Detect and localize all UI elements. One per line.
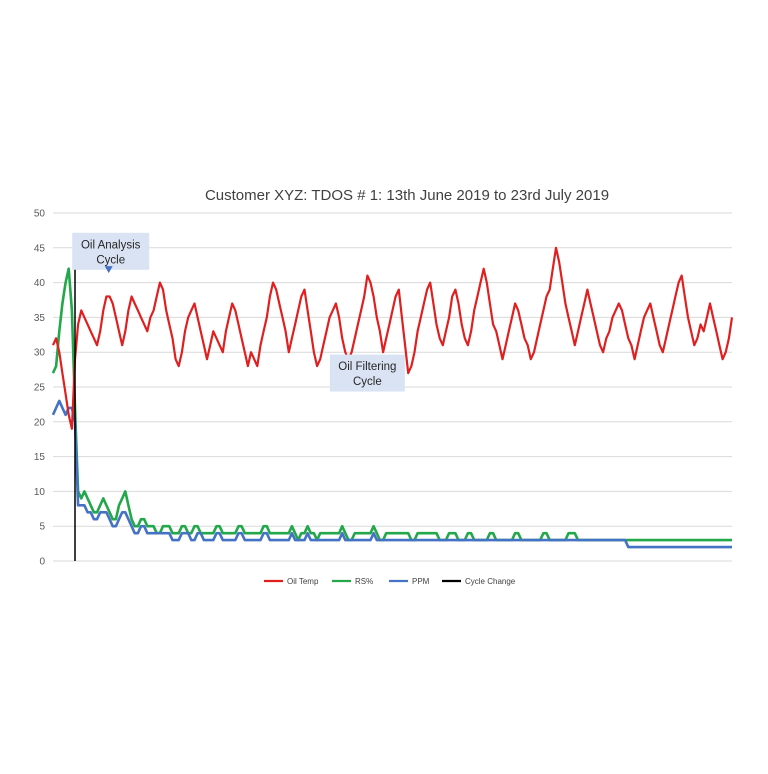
y-tick-label: 50 xyxy=(34,209,46,220)
annotation-text: Cycle xyxy=(96,254,125,266)
y-tick-label: 15 xyxy=(34,452,46,463)
y-tick-label: 40 xyxy=(34,278,46,289)
y-tick-label: 35 xyxy=(34,313,46,324)
annotation-oil-filtering: Oil Filtering Cycle xyxy=(329,354,405,392)
annotation-text: Oil Filtering xyxy=(338,361,396,373)
annotation-text: Cycle xyxy=(353,376,382,388)
series-line-oil-temp xyxy=(51,246,734,430)
legend-label: PPM xyxy=(412,577,430,586)
legend-item: Cycle Change xyxy=(442,577,516,586)
annotation-box xyxy=(72,232,150,270)
legend-item: Oil Temp xyxy=(264,577,319,586)
legend-item: PPM xyxy=(389,577,430,586)
annotation-text: Oil Analysis xyxy=(81,239,141,251)
annotation-box xyxy=(329,354,405,392)
legend: Oil Temp RS% PPM Cycle Change xyxy=(264,577,516,586)
legend-label: Oil Temp xyxy=(287,577,319,586)
annotation-oil-analysis: Oil Analysis Cycle xyxy=(72,232,150,274)
annotations: Oil Analysis Cycle Oil Filtering Cycle xyxy=(72,232,405,392)
y-tick-label: 30 xyxy=(34,348,46,359)
legend-item: RS% xyxy=(332,577,373,586)
y-tick-label: 20 xyxy=(34,417,46,428)
series-line-ppm xyxy=(51,399,732,549)
y-tick-label: 0 xyxy=(39,557,45,568)
y-axis-tick-labels: 0 5 10 15 20 25 30 35 40 45 50 xyxy=(34,209,46,568)
y-tick-label: 10 xyxy=(34,487,46,498)
annotation-arrowhead xyxy=(104,266,113,274)
y-tick-label: 45 xyxy=(34,243,46,254)
y-tick-label: 5 xyxy=(39,522,45,533)
legend-label: RS% xyxy=(355,577,373,586)
chart-title: Customer XYZ: TDOS # 1: 13th June 2019 t… xyxy=(205,187,609,204)
series-lines xyxy=(51,246,734,549)
legend-label: Cycle Change xyxy=(465,577,516,586)
y-tick-label: 25 xyxy=(34,383,46,394)
